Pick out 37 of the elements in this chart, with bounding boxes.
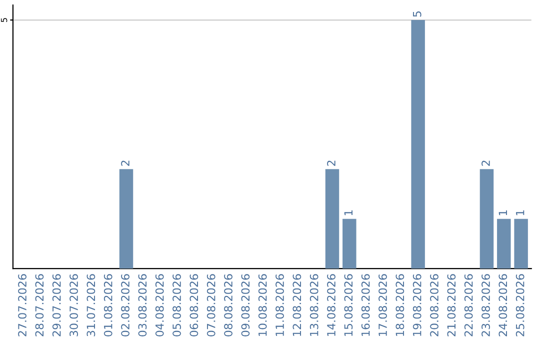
x-tick-label: 07.08.2026 (206, 274, 216, 336)
x-tick-label: 31.07.2026 (86, 274, 96, 336)
data-label: 2 (327, 160, 336, 166)
x-tick-label: 21.08.2026 (447, 274, 456, 336)
x-tick-label: 23.08.2026 (482, 274, 490, 336)
x-tick-label: 24.08.2026 (498, 274, 508, 336)
x-tick-label: 16.08.2026 (361, 274, 370, 336)
x-tick-label: 25.08.2026 (516, 274, 524, 336)
x-tick-label: 06.08.2026 (190, 274, 198, 336)
x-tick-label: 02.08.2026 (121, 274, 130, 336)
x-tick-label: 10.08.2026 (258, 274, 267, 336)
x-tick-label: 20.08.2026 (430, 274, 438, 336)
data-label: 1 (516, 210, 524, 216)
x-tick-label: 14.08.2026 (327, 274, 336, 336)
data-label: 1 (498, 210, 507, 216)
data-label: 1 (344, 210, 352, 216)
x-tick-label: 05.08.2026 (172, 274, 181, 336)
data-label: 2 (121, 160, 130, 166)
data-label: 2 (482, 160, 490, 166)
x-tick-label: 11.08.2026 (276, 274, 284, 336)
data-label: 5 (413, 11, 422, 17)
x-tick-label: 13.08.2026 (310, 274, 318, 336)
x-tick-label: 19.08.2026 (412, 274, 422, 336)
x-tick-label: 27.07.2026 (18, 274, 26, 336)
x-tick-label: 15.08.2026 (344, 274, 353, 336)
x-tick-label: 09.08.2026 (241, 274, 250, 336)
x-tick-label: 08.08.2026 (224, 274, 232, 336)
x-tick-label: 17.08.2026 (378, 274, 387, 336)
x-tick-label: 12.08.2026 (292, 274, 302, 336)
x-tick-label: 01.08.2026 (104, 274, 112, 336)
x-tick-label: 29.07.2026 (52, 274, 61, 336)
x-tick-label: 04.08.2026 (155, 274, 164, 336)
x-tick-label: 03.08.2026 (138, 274, 147, 336)
x-tick-label: 22.08.2026 (464, 274, 473, 336)
x-tick-label: 18.08.2026 (396, 274, 404, 336)
x-tick-label: 30.07.2026 (70, 274, 78, 336)
x-tick-label: 28.07.2026 (35, 274, 44, 336)
